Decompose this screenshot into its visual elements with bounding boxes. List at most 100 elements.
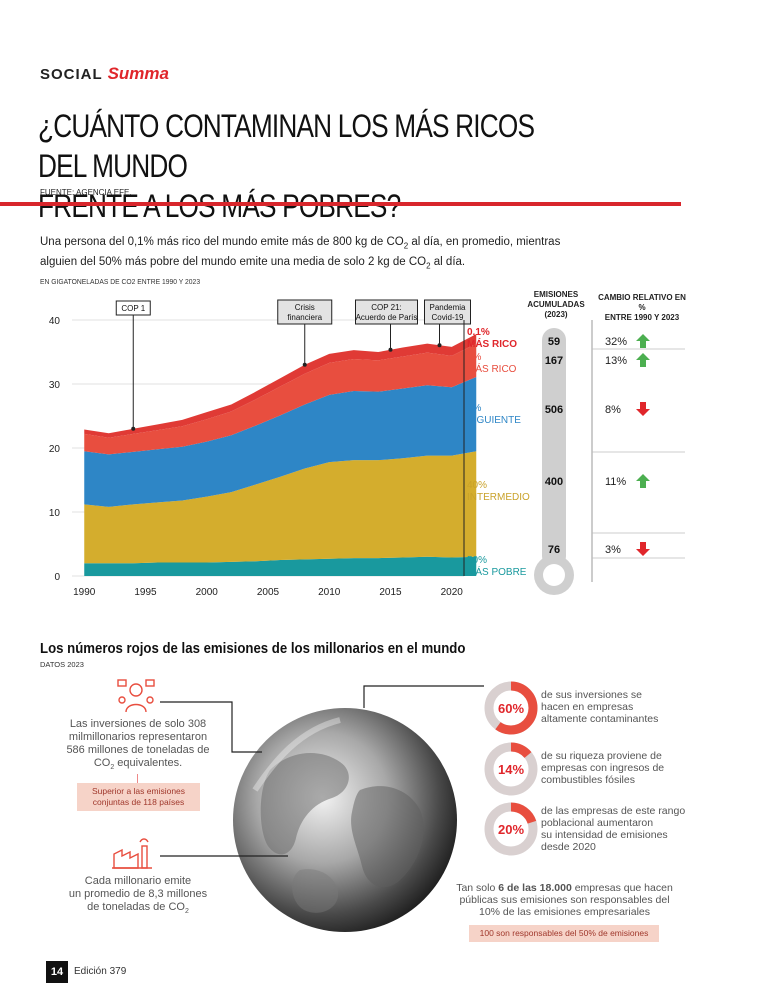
legend-mid-pct: 40% bbox=[467, 480, 487, 491]
companies-note: Tan solo 6 de las 18.000 empresas que ha… bbox=[452, 882, 677, 918]
area-series-1 bbox=[84, 556, 477, 576]
stat2-line1: de su riqueza proviene de bbox=[541, 750, 662, 762]
section2-data-year: DATOS 2023 bbox=[40, 660, 84, 669]
area-series-3 bbox=[84, 376, 477, 507]
investment-note-co2: CO bbox=[93, 757, 111, 769]
companies-note-pre: Tan solo bbox=[456, 882, 499, 894]
emissions-value: 506 bbox=[545, 404, 563, 416]
intro-text-1: Una persona del 0,1% más rico del mundo … bbox=[40, 236, 404, 248]
change-value: 13% bbox=[605, 355, 627, 367]
pill1-line2: conjuntas de 118 países bbox=[92, 797, 185, 807]
edition-label: Edición 379 bbox=[74, 966, 127, 977]
source-note: FUENTE: AGENCIA EFE. bbox=[40, 188, 132, 197]
event-box bbox=[277, 299, 333, 325]
intro-sub-1: 2 bbox=[403, 241, 409, 251]
x-tick-label: 1990 bbox=[73, 587, 96, 598]
legend-next-pct: 9% bbox=[467, 403, 482, 414]
event-label: Acuerdo de París bbox=[356, 313, 418, 322]
chart-x-ticks: 1990 1995 2000 2005 2010 2015 2020 bbox=[73, 587, 463, 598]
change-value: 11% bbox=[605, 476, 626, 488]
change-header-2: ENTRE 1990 Y 2023 bbox=[604, 313, 680, 322]
intro-text-2: al día, en promedio, mientras bbox=[408, 236, 561, 248]
event-label: financiera bbox=[287, 313, 322, 322]
donut-fill bbox=[484, 681, 538, 735]
event-box bbox=[115, 300, 151, 316]
section2-title: Los números rojos de las emisiones de lo… bbox=[40, 640, 466, 657]
x-tick-label: 1995 bbox=[134, 587, 157, 598]
event-box bbox=[424, 299, 471, 325]
y-tick-label: 20 bbox=[49, 444, 61, 455]
companies-note-post: empresas que hacen bbox=[571, 882, 673, 894]
investment-note-line3: 586 millones de toneladas de bbox=[66, 744, 210, 756]
companies-note-line3: 10% de las emisiones empresariales bbox=[479, 906, 650, 918]
change-header-1: CAMBIO RELATIVO EN % bbox=[598, 293, 686, 312]
area-series-4 bbox=[84, 343, 477, 455]
page-title-line2: FRENTE A LOS MÁS POBRES? bbox=[38, 188, 401, 224]
donut-percent: 60% bbox=[498, 701, 524, 716]
emissions-value: 167 bbox=[545, 355, 563, 367]
event-dot bbox=[437, 343, 442, 348]
legend-poor-pct: 50% bbox=[467, 555, 487, 566]
emissions-header-2: ACUMULADAS bbox=[527, 300, 585, 309]
intro-sub-2: 2 bbox=[426, 261, 431, 271]
event-label: Covid-19 bbox=[431, 313, 464, 322]
event-label: Pandemia bbox=[429, 303, 466, 312]
arrow-up-icon bbox=[636, 474, 650, 488]
emissions-value: 400 bbox=[545, 476, 563, 488]
stat-donut: 20% bbox=[484, 802, 538, 856]
area-series-2 bbox=[84, 451, 477, 564]
millionaire-note: Cada millonario emite un promedio de 8,3… bbox=[58, 875, 218, 918]
earth-continent-2 bbox=[351, 786, 424, 888]
connector-line-3 bbox=[363, 685, 484, 708]
event-dot bbox=[302, 362, 307, 367]
legend-rich-pct: 1% bbox=[467, 352, 482, 363]
section-brand: SOCIAL Summa bbox=[40, 64, 169, 84]
intro-text-4: al día. bbox=[430, 256, 466, 269]
event-box bbox=[355, 299, 418, 325]
emissions-column-header: EMISIONES ACUMULADAS (2023) bbox=[524, 290, 588, 320]
emissions-header-3: (2023) bbox=[544, 310, 568, 319]
change-column-header: CAMBIO RELATIVO EN % ENTRE 1990 Y 2023 bbox=[596, 293, 688, 323]
donut-fill bbox=[484, 802, 538, 856]
change-value: 3% bbox=[605, 544, 621, 556]
countries-comparison-pill: Superior a las emisiones conjuntas de 11… bbox=[77, 783, 200, 811]
stat3-line1: de las empresas de este rango bbox=[541, 805, 686, 817]
event-label: COP 1 bbox=[121, 304, 145, 313]
y-tick-label: 0 bbox=[54, 572, 60, 583]
investment-note: Las inversiones de solo 308 milmillonari… bbox=[58, 718, 218, 774]
brand-logo: Summa bbox=[107, 64, 169, 83]
x-tick-label: 2015 bbox=[379, 587, 402, 598]
y-tick-label: 40 bbox=[49, 316, 61, 327]
stat2-line2: empresas con ingresos de bbox=[541, 762, 665, 774]
legend-top-label: MÁS RICO bbox=[467, 337, 517, 350]
legend-poor-label: MÁS POBRE bbox=[467, 565, 527, 578]
investment-note-end: equivalentes. bbox=[114, 757, 183, 769]
emissions-header-1: EMISIONES bbox=[533, 290, 579, 299]
x-tick-label: 2010 bbox=[318, 587, 341, 598]
y-tick-label: 30 bbox=[49, 380, 61, 391]
legend-top-pct: 0,1% bbox=[467, 327, 490, 338]
millionaire-note-end: de toneladas de CO bbox=[87, 901, 185, 913]
arrow-down-icon bbox=[636, 402, 650, 416]
money-person-icon bbox=[117, 679, 155, 713]
side-rows: 59 32% 167 13% 506 8% 400 11% 76 3% bbox=[545, 334, 685, 559]
stat3-line4: desde 2020 bbox=[541, 841, 596, 853]
pill1-connector bbox=[137, 774, 138, 784]
stat1-line1: de sus inversiones se bbox=[541, 689, 642, 701]
x-tick-label: 2000 bbox=[196, 587, 219, 598]
arrow-up-icon bbox=[636, 353, 650, 367]
millionaire-note-sub: 2 bbox=[184, 908, 189, 916]
page-title-line1: ¿CUÁNTO CONTAMINAN LOS MÁS RICOS DEL MUN… bbox=[38, 108, 535, 184]
chart-areas bbox=[84, 334, 477, 576]
millionaire-note-line2: un promedio de 8,3 millones bbox=[68, 888, 208, 900]
investment-note-sub: 2 bbox=[110, 764, 115, 772]
stat3-line2: poblacional aumentaron bbox=[541, 817, 654, 829]
event-dot bbox=[131, 426, 136, 431]
responsibility-pill: 100 son responsables del 50% de emisione… bbox=[469, 925, 659, 942]
area-series-5 bbox=[84, 334, 477, 438]
legend-rich-label: MÁS RICO bbox=[467, 362, 517, 375]
earth-continent-3 bbox=[292, 869, 339, 913]
